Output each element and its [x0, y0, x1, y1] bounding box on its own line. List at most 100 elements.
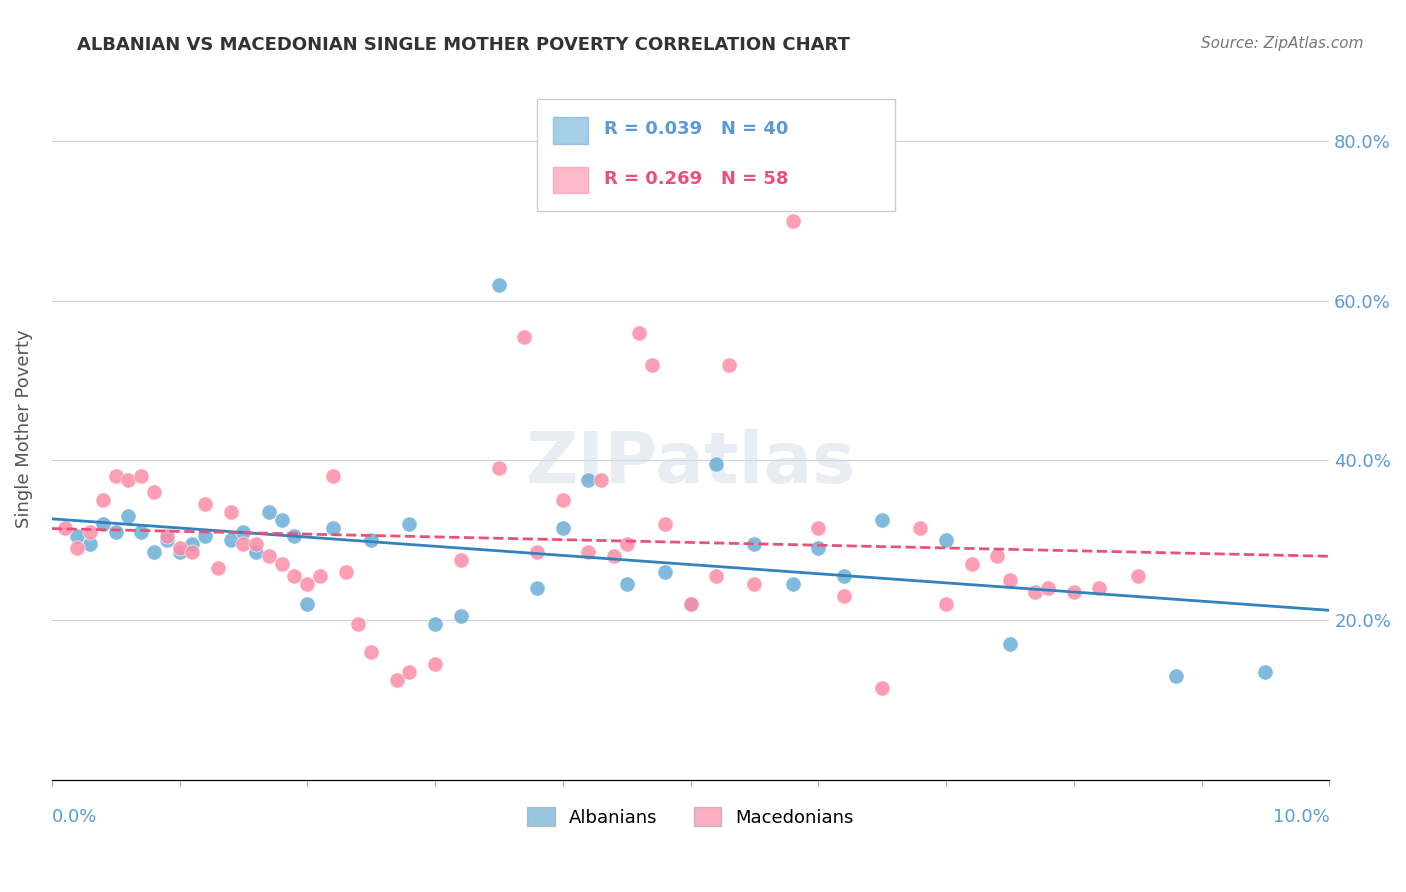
Point	[257, 505, 280, 519]
Text: R = 0.269   N = 58: R = 0.269 N = 58	[603, 169, 789, 187]
Point	[66, 529, 89, 543]
Point	[156, 529, 179, 543]
Point	[117, 509, 139, 524]
Point	[717, 358, 740, 372]
FancyBboxPatch shape	[537, 98, 894, 211]
Point	[832, 589, 855, 603]
Point	[488, 461, 510, 475]
Point	[526, 581, 548, 595]
Point	[423, 657, 446, 671]
Point	[910, 521, 932, 535]
Point	[129, 469, 152, 483]
Point	[91, 493, 114, 508]
Point	[283, 569, 305, 583]
Point	[79, 525, 101, 540]
Point	[232, 525, 254, 540]
Text: ZIPatlas: ZIPatlas	[526, 429, 856, 498]
Point	[986, 549, 1008, 564]
Point	[1063, 585, 1085, 599]
Point	[1126, 569, 1149, 583]
Point	[654, 565, 676, 579]
Point	[450, 553, 472, 567]
Point	[169, 541, 191, 556]
Legend: Albanians, Macedonians: Albanians, Macedonians	[520, 800, 860, 834]
Point	[576, 545, 599, 559]
Point	[641, 358, 664, 372]
Point	[960, 557, 983, 571]
Point	[181, 537, 204, 551]
Point	[1164, 669, 1187, 683]
Point	[576, 474, 599, 488]
Y-axis label: Single Mother Poverty: Single Mother Poverty	[15, 329, 32, 528]
Point	[679, 597, 702, 611]
Point	[423, 617, 446, 632]
Point	[270, 557, 292, 571]
Point	[1024, 585, 1046, 599]
Point	[870, 681, 893, 695]
Point	[591, 474, 613, 488]
Point	[91, 517, 114, 532]
Point	[628, 326, 651, 340]
Point	[782, 214, 804, 228]
Text: Source: ZipAtlas.com: Source: ZipAtlas.com	[1201, 36, 1364, 51]
Point	[450, 609, 472, 624]
Point	[270, 513, 292, 527]
Point	[322, 469, 344, 483]
Point	[832, 569, 855, 583]
Point	[744, 577, 766, 591]
Point	[385, 673, 408, 687]
Point	[219, 505, 242, 519]
Point	[526, 545, 548, 559]
Point	[1088, 581, 1111, 595]
Point	[398, 665, 420, 679]
Point	[347, 617, 370, 632]
Text: ALBANIAN VS MACEDONIAN SINGLE MOTHER POVERTY CORRELATION CHART: ALBANIAN VS MACEDONIAN SINGLE MOTHER POV…	[77, 36, 851, 54]
Point	[870, 513, 893, 527]
Point	[104, 469, 127, 483]
Point	[66, 541, 89, 556]
Point	[297, 577, 319, 591]
Point	[309, 569, 332, 583]
Point	[1038, 581, 1060, 595]
Point	[322, 521, 344, 535]
Point	[807, 541, 830, 556]
Point	[616, 537, 638, 551]
Point	[704, 458, 727, 472]
Point	[654, 517, 676, 532]
Point	[117, 474, 139, 488]
Point	[104, 525, 127, 540]
FancyBboxPatch shape	[553, 167, 588, 194]
Point	[219, 533, 242, 548]
Point	[1254, 665, 1277, 679]
Point	[142, 545, 165, 559]
Point	[245, 545, 267, 559]
Text: 10.0%: 10.0%	[1272, 807, 1329, 826]
Point	[360, 533, 382, 548]
Point	[998, 637, 1021, 651]
Point	[551, 493, 574, 508]
FancyBboxPatch shape	[553, 118, 588, 145]
Point	[998, 573, 1021, 587]
Point	[335, 565, 357, 579]
Point	[398, 517, 420, 532]
Point	[744, 537, 766, 551]
Point	[245, 537, 267, 551]
Point	[257, 549, 280, 564]
Point	[360, 645, 382, 659]
Point	[935, 597, 957, 611]
Point	[704, 569, 727, 583]
Point	[283, 529, 305, 543]
Point	[194, 529, 217, 543]
Point	[782, 577, 804, 591]
Point	[194, 497, 217, 511]
Point	[156, 533, 179, 548]
Text: R = 0.039   N = 40: R = 0.039 N = 40	[603, 120, 787, 138]
Point	[679, 597, 702, 611]
Point	[232, 537, 254, 551]
Point	[513, 330, 536, 344]
Point	[616, 577, 638, 591]
Point	[207, 561, 229, 575]
Point	[297, 597, 319, 611]
Point	[935, 533, 957, 548]
Point	[79, 537, 101, 551]
